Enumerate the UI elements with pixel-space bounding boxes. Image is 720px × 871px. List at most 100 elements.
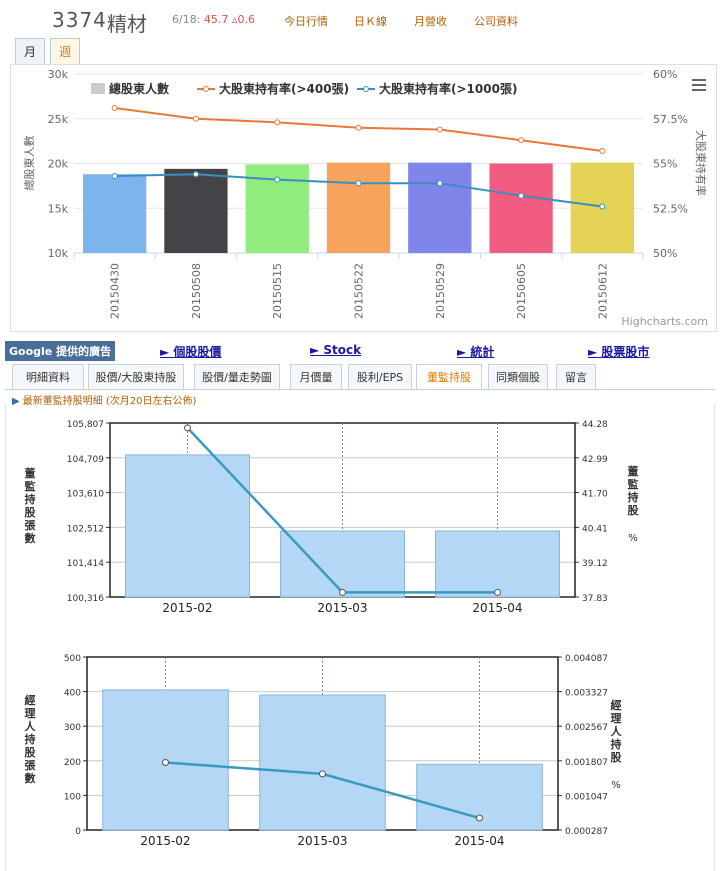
tab-comments[interactable]: 留言 bbox=[556, 364, 596, 390]
y-tick-right: 44.28 bbox=[582, 420, 608, 430]
legend-marker-1000 bbox=[363, 86, 369, 92]
y-axis-title-right: 大股東持有率 bbox=[694, 130, 708, 196]
y-tick-right: 42.99 bbox=[582, 455, 608, 465]
x-tick-label: 2015-04 bbox=[454, 834, 504, 848]
y-tick-left: 101,414 bbox=[67, 559, 104, 569]
bar-shareholders bbox=[326, 162, 391, 253]
stock-name: 精材 bbox=[107, 12, 147, 36]
y-axis-title-left: 持 bbox=[25, 492, 36, 506]
y-axis-title-right: 經 bbox=[611, 698, 622, 712]
y-axis-title-left: 張 bbox=[25, 519, 37, 532]
y-axis-title-left: 人 bbox=[25, 719, 37, 733]
chart-menu-icon[interactable] bbox=[692, 79, 706, 91]
y-axis-title-right: 理 bbox=[611, 712, 622, 725]
tab-details[interactable]: 明細資料 bbox=[12, 364, 84, 390]
series-point bbox=[355, 124, 362, 131]
x-tick-label: 20150605 bbox=[515, 263, 528, 319]
y-tick-left: 0 bbox=[75, 827, 81, 837]
series-point bbox=[339, 588, 346, 596]
ad-link-statistics[interactable]: ► 統計 bbox=[457, 345, 495, 359]
y-axis-title-left: 董 bbox=[25, 466, 36, 480]
series-point bbox=[162, 758, 169, 766]
bar-shareholders bbox=[83, 174, 147, 253]
x-tick-label: 2015-03 bbox=[317, 601, 367, 615]
nav-link-monthly-revenue[interactable]: 月營收 bbox=[414, 15, 447, 28]
ad-link-stock-price[interactable]: ► 個股股價 bbox=[160, 345, 222, 359]
shareholder-chart: 30k 60% 25k 57.5% 20k 55% 15k 52.5% 10k 50% 201504… bbox=[10, 64, 717, 332]
tab-price-major-holders[interactable]: 股價/大股東持股 bbox=[88, 364, 184, 390]
x-tick-label: 20150508 bbox=[190, 263, 203, 319]
y-tick-left: 30k bbox=[48, 68, 69, 81]
series-point bbox=[518, 137, 525, 144]
legend-swatch-bar bbox=[91, 83, 105, 94]
y-axis-title-left: 監 bbox=[25, 479, 36, 493]
y-tick-left: 200 bbox=[64, 758, 81, 768]
y-tick-left: 25k bbox=[48, 113, 69, 126]
y-tick-left: 100 bbox=[64, 792, 81, 802]
y-axis-title-right-unit: % bbox=[611, 780, 621, 791]
y-axis-title-left: 股 bbox=[25, 506, 37, 519]
director-holdings-chart: 105,807 44.28 104,709 42.99 103,610 41.70 102,… bbox=[10, 410, 710, 640]
manager-holdings-chart: 500 0.004087 400 0.003327 300 0.002567 200 0.00… bbox=[10, 645, 710, 865]
quote-price: 45.7 bbox=[203, 13, 229, 26]
y-tick-left: 100,316 bbox=[67, 594, 104, 604]
x-tick-label: 2015-02 bbox=[140, 834, 190, 848]
section-subtitle: ▶ 最新董監持股明細 (次月20日左右公佈) bbox=[12, 392, 196, 407]
tab-dividend-eps[interactable]: 股利/EPS bbox=[348, 364, 412, 390]
y-axis-title-left: 持 bbox=[25, 732, 36, 746]
y-tick-left: 103,610 bbox=[67, 490, 104, 500]
y-axis-title-right: 監 bbox=[628, 477, 639, 491]
tab-month[interactable]: 月 bbox=[15, 38, 45, 64]
y-tick-right: 39.12 bbox=[582, 559, 608, 569]
nav-link-daily-k[interactable]: 日Ｋ線 bbox=[354, 15, 387, 28]
series-point bbox=[111, 173, 118, 180]
nav-link-company-info[interactable]: 公司資料 bbox=[474, 15, 518, 28]
tab-price-volume-trend[interactable]: 股價/量走勢圖 bbox=[194, 364, 280, 390]
x-tick-label: 2015-04 bbox=[472, 601, 522, 615]
y-axis-title-left: 股 bbox=[25, 746, 37, 759]
series-point bbox=[274, 119, 281, 126]
bar-shareholders bbox=[408, 162, 472, 253]
series-point bbox=[111, 105, 118, 112]
y-tick-right: 0.001047 bbox=[565, 792, 608, 802]
y-tick-left: 400 bbox=[64, 689, 81, 699]
y-tick-right: 37.83 bbox=[582, 594, 608, 604]
legend-1000: 大股東持有率(>1000張) bbox=[379, 81, 517, 96]
nav-link-today-quote[interactable]: 今日行情 bbox=[284, 15, 328, 28]
tab-week[interactable]: 週 bbox=[50, 38, 80, 64]
y-tick-right: 50% bbox=[653, 247, 677, 260]
highcharts-credit[interactable]: Highcharts.com bbox=[621, 315, 708, 328]
bar-holdings bbox=[435, 530, 560, 598]
tab-monthly-price-volume[interactable]: 月價量 bbox=[290, 364, 342, 390]
ad-bar: Google 提供的廣告 ► 個股股價 ► Stock ► 統計 ► 股票股市 bbox=[5, 341, 715, 361]
y-axis-title-left: 理 bbox=[25, 707, 36, 720]
series-point bbox=[476, 814, 483, 822]
series-point bbox=[436, 126, 443, 133]
y-tick-right: 0.003327 bbox=[565, 689, 608, 699]
tab-director-holdings[interactable]: 董監持股 bbox=[416, 364, 482, 390]
legend-marker-400 bbox=[203, 86, 209, 92]
series-point bbox=[184, 424, 191, 432]
bar-shareholders bbox=[489, 163, 553, 253]
x-tick-label: 2015-03 bbox=[297, 834, 347, 848]
y-tick-left: 10k bbox=[48, 247, 69, 260]
x-tick-label: 2015-02 bbox=[162, 601, 212, 615]
stock-header: 3374 精材 6/18: 45.7 ▵0.6 今日行情 日Ｋ線 月營收 公司資… bbox=[0, 0, 720, 40]
y-tick-left: 300 bbox=[64, 723, 81, 733]
shareholder-chart-svg: 30k 60% 25k 57.5% 20k 55% 15k 52.5% 10k 50% 201504… bbox=[22, 68, 708, 319]
ad-link-stock[interactable]: ► Stock bbox=[310, 343, 362, 357]
y-axis-title-right-unit: % bbox=[628, 533, 638, 544]
y-axis-title-right: 持 bbox=[611, 737, 622, 751]
y-axis-title-right: 股 bbox=[611, 751, 623, 764]
series-point bbox=[274, 176, 281, 183]
section-subtitle-text: 最新董監持股明細 (次月20日左右公佈) bbox=[22, 396, 197, 407]
tab-peer-stocks[interactable]: 同類個股 bbox=[488, 364, 548, 390]
director-holdings-chart-svg: 105,807 44.28 104,709 42.99 103,610 41.70 102,… bbox=[25, 420, 640, 615]
ad-link-stock-market[interactable]: ► 股票股市 bbox=[588, 345, 650, 359]
y-tick-right: 0.004087 bbox=[565, 654, 608, 664]
y-tick-right: 55% bbox=[653, 158, 677, 171]
series-point bbox=[494, 588, 501, 596]
quote: 6/18: 45.7 ▵0.6 bbox=[172, 13, 255, 26]
y-tick-right: 0.000287 bbox=[565, 827, 608, 837]
y-axis-title-left: 數 bbox=[25, 531, 36, 545]
